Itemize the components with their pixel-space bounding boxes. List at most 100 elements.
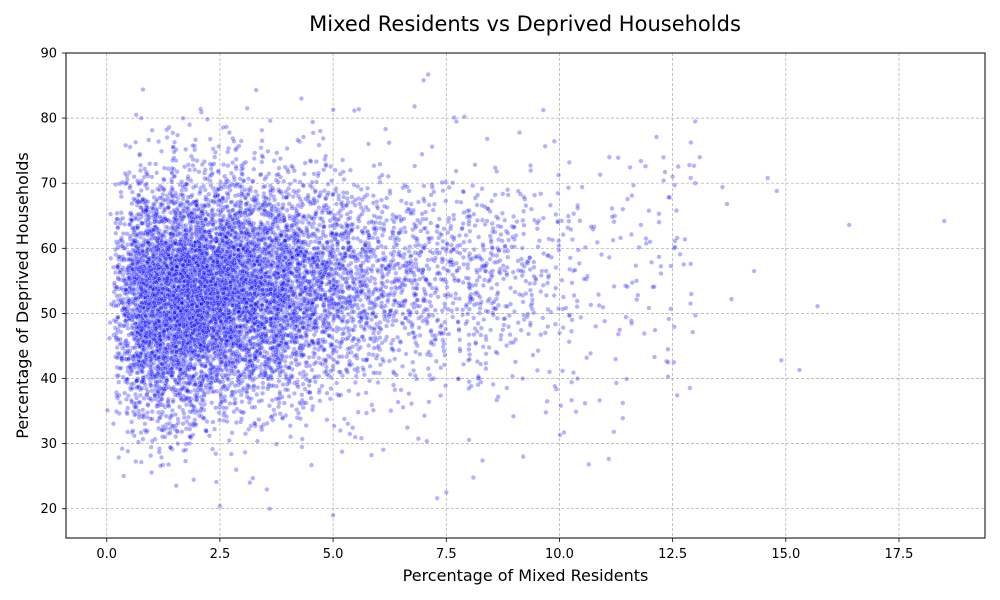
scatter-point (379, 197, 385, 203)
scatter-point (226, 130, 232, 136)
scatter-point (568, 226, 574, 232)
scatter-point (221, 162, 227, 168)
scatter-point (484, 136, 490, 142)
scatter-point (478, 325, 484, 331)
scatter-point (211, 426, 217, 432)
scatter-point (206, 433, 212, 439)
scatter-point (446, 331, 452, 337)
scatter-point (387, 358, 393, 364)
scatter-point (460, 254, 466, 260)
scatter-point (277, 391, 283, 397)
scatter-point (366, 343, 372, 349)
scatter-point (393, 318, 399, 324)
scatter-point (274, 383, 280, 389)
scatter-point (400, 363, 406, 369)
scatter-point (417, 332, 423, 338)
scatter-point (205, 389, 211, 395)
scatter-point (560, 232, 566, 238)
scatter-point (339, 319, 345, 325)
scatter-point (415, 217, 421, 223)
scatter-point (208, 166, 214, 172)
chart-title: Mixed Residents vs Deprived Households (309, 12, 741, 36)
scatter-point (542, 330, 548, 336)
scatter-point (358, 344, 364, 350)
scatter-point (375, 380, 381, 386)
scatter-point (413, 349, 419, 355)
scatter-point (242, 431, 248, 437)
scatter-point (217, 417, 223, 423)
scatter-point (372, 280, 378, 286)
scatter-point (483, 337, 489, 343)
scatter-point (457, 250, 463, 256)
scatter-point (403, 351, 409, 357)
scatter-point (216, 212, 222, 218)
scatter-point (260, 154, 266, 160)
scatter-point (135, 439, 141, 445)
scatter-point (551, 138, 557, 144)
scatter-point (519, 245, 525, 251)
scatter-point (370, 352, 376, 358)
scatter-point (212, 154, 218, 160)
scatter-point (431, 376, 437, 382)
scatter-point (142, 166, 148, 172)
scatter-point (227, 183, 233, 189)
scatter-point (133, 112, 139, 118)
scatter-point (225, 163, 231, 169)
scatter-point (319, 210, 325, 216)
scatter-point (489, 220, 495, 226)
scatter-point (560, 325, 566, 331)
scatter-point (316, 142, 322, 148)
scatter-point (117, 220, 123, 226)
scatter-point (481, 317, 487, 323)
scatter-point (146, 137, 152, 143)
scatter-point (339, 283, 345, 289)
scatter-point (427, 372, 433, 378)
scatter-point (309, 367, 315, 373)
scatter-point (429, 184, 435, 190)
scatter-point (345, 216, 351, 222)
scatter-point (244, 394, 250, 400)
scatter-point (137, 152, 143, 158)
scatter-point (179, 429, 185, 435)
scatter-point (461, 209, 467, 215)
scatter-point (390, 322, 396, 328)
scatter-point (411, 277, 417, 283)
scatter-point (170, 130, 176, 136)
scatter-point (511, 213, 517, 219)
scatter-point (392, 356, 398, 362)
scatter-point (319, 216, 325, 222)
scatter-point (302, 160, 308, 166)
scatter-point (228, 451, 234, 457)
scatter-point (498, 332, 504, 338)
scatter-point (337, 208, 343, 214)
scatter-point (460, 280, 466, 286)
scatter-point (273, 396, 279, 402)
scatter-point (296, 410, 302, 416)
scatter-point (428, 220, 434, 226)
scatter-point (190, 162, 196, 168)
scatter-point (187, 426, 193, 432)
scatter-point (112, 181, 118, 187)
scatter-point (358, 238, 364, 244)
scatter-point (345, 318, 351, 324)
scatter-point (490, 252, 496, 258)
scatter-point (135, 370, 141, 376)
scatter-point (129, 189, 135, 195)
scatter-point (456, 265, 462, 271)
scatter-point (108, 255, 114, 261)
scatter-point (401, 225, 407, 231)
scatter-point (489, 244, 495, 250)
scatter-point (490, 268, 496, 274)
scatter-point (187, 122, 193, 128)
scatter-points (105, 71, 947, 518)
scatter-point (138, 115, 144, 121)
scatter-point (114, 216, 120, 222)
scatter-point (267, 118, 273, 124)
scatter-point (369, 317, 375, 323)
scatter-point (501, 322, 507, 328)
scatter-point (398, 198, 404, 204)
scatter-point (265, 386, 271, 392)
scatter-point (390, 369, 396, 375)
scatter-point (258, 171, 264, 177)
scatter-point (350, 425, 356, 431)
